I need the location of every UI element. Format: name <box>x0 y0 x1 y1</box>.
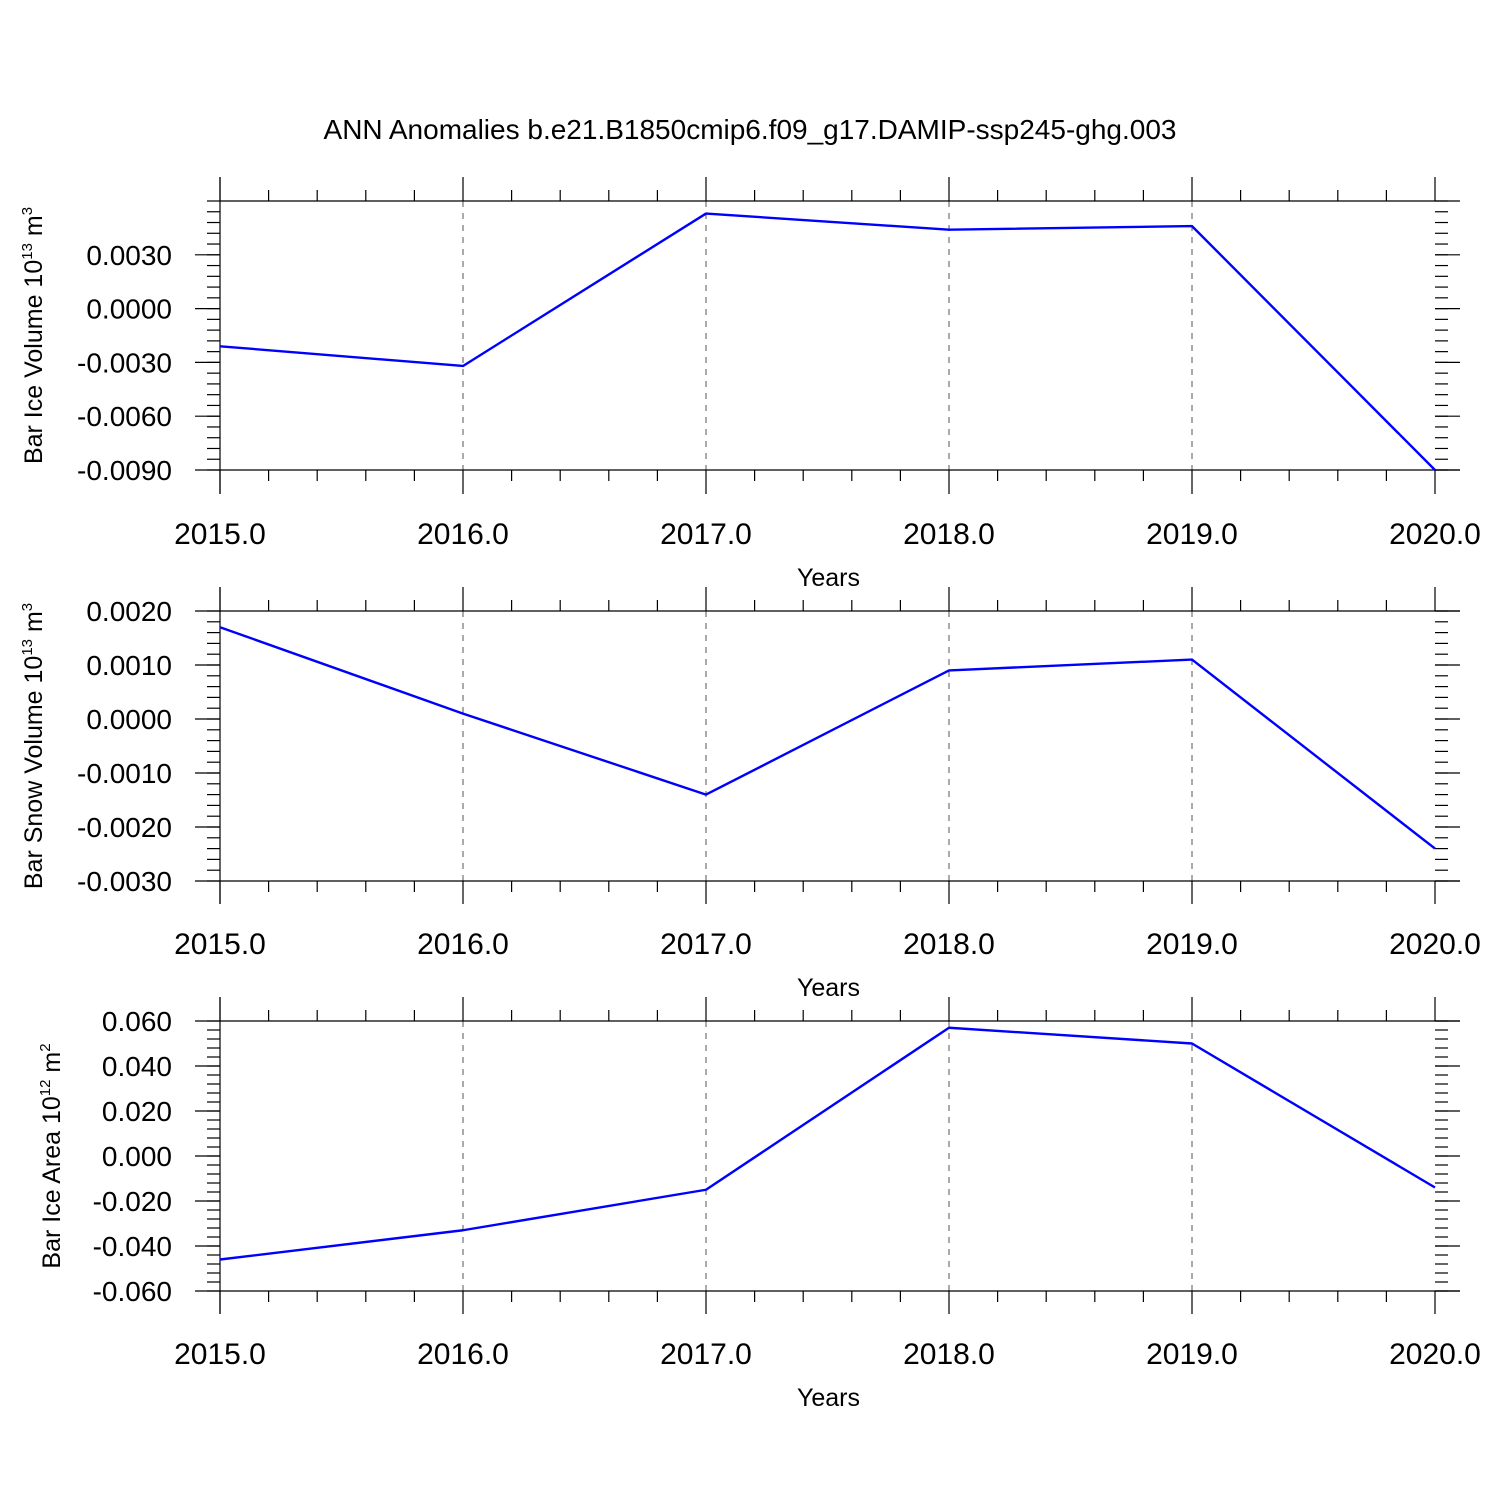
x-tick-label: 2015.0 <box>174 1338 266 1371</box>
x-tick-label: 2019.0 <box>1146 1338 1238 1371</box>
series-line-1 <box>219 212 1436 471</box>
y-tick-label: -0.0030 <box>77 347 172 378</box>
x-tick-label: 2019.0 <box>1146 518 1238 551</box>
y-axis-title-unit-exponent: 3 <box>19 603 36 611</box>
x-tick-label: 2016.0 <box>417 928 509 961</box>
x-tick-label: 2015.0 <box>174 518 266 551</box>
y-tick-label: -0.060 <box>93 1276 172 1307</box>
x-axis-title: Years <box>797 564 860 592</box>
y-axis-title-exponent: 13 <box>19 243 36 260</box>
x-tick-label: 2016.0 <box>417 1338 509 1371</box>
x-tick-label: 2020.0 <box>1389 1338 1481 1371</box>
y-tick-label: 0.0030 <box>86 240 172 271</box>
y-axis-title-unit: m <box>20 611 48 639</box>
y-tick-label: 0.020 <box>102 1096 172 1127</box>
y-axis-title-unit: m <box>20 215 48 243</box>
series-line-1 <box>219 626 1436 850</box>
y-tick-label: -0.0020 <box>77 812 172 843</box>
y-axis-title-text: Bar Snow Volume 10 <box>20 656 48 889</box>
y-tick-label: 0.000 <box>102 1141 172 1172</box>
y-axis-title-unit-exponent: 2 <box>37 1043 54 1051</box>
y-tick-label: -0.0030 <box>77 866 172 897</box>
x-axis-title: Years <box>797 1384 860 1412</box>
y-tick-label: -0.0060 <box>77 401 172 432</box>
x-tick-label: 2017.0 <box>660 928 752 961</box>
y-tick-label: 0.0010 <box>86 650 172 681</box>
y-axis-title-text: Bar Ice Area 10 <box>38 1096 66 1268</box>
y-tick-label: 0.0020 <box>86 596 172 627</box>
y-tick-label: -0.020 <box>93 1186 172 1217</box>
y-axis-title: Bar Ice Volume 1013 m3 <box>19 207 48 464</box>
y-axis-title-exponent: 12 <box>37 1080 54 1097</box>
x-tick-label: 2018.0 <box>903 1338 995 1371</box>
chart-panel-3: 2015.0 2016.0 2017.0 2018.0 2019.0 2020.0 0.06… <box>37 997 1481 1412</box>
chart-panel-2: 2015.0 2016.0 2017.0 2018.0 2019.0 2020.0 0.00… <box>19 587 1481 1002</box>
y-axis-title-text: Bar Ice Volume 10 <box>20 260 48 464</box>
series-line-1 <box>219 1026 1436 1261</box>
y-tick-label: 0.0000 <box>86 294 172 325</box>
y-axis-title-unit: m <box>38 1052 66 1080</box>
y-tick-label: 0.060 <box>102 1006 172 1037</box>
y-tick-label: -0.0010 <box>77 758 172 789</box>
x-tick-label: 2018.0 <box>903 928 995 961</box>
x-tick-label: 2020.0 <box>1389 518 1481 551</box>
x-axis-title: Years <box>797 974 860 1002</box>
x-tick-label: 2020.0 <box>1389 928 1481 961</box>
y-tick-label: -0.040 <box>93 1231 172 1262</box>
y-tick-label: 0.040 <box>102 1051 172 1082</box>
chart-title: ANN Anomalies b.e21.B1850cmip6.f09_g17.D… <box>324 114 1177 145</box>
x-tick-label: 2018.0 <box>903 518 995 551</box>
y-axis-title-unit-exponent: 3 <box>19 207 36 215</box>
chart-panel-1: 2015.0 2016.0 2017.0 2018.0 2019.0 2020.0 0.00… <box>19 177 1481 592</box>
y-tick-label: 0.0000 <box>86 704 172 735</box>
x-tick-label: 2017.0 <box>660 1338 752 1371</box>
panels: 2015.0 2016.0 2017.0 2018.0 2019.0 2020.0 0.00… <box>19 177 1481 1412</box>
y-tick-label: -0.0090 <box>77 455 172 486</box>
y-axis-title: Bar Ice Area 1012 m2 <box>37 1043 66 1268</box>
x-tick-label: 2019.0 <box>1146 928 1238 961</box>
x-tick-label: 2017.0 <box>660 518 752 551</box>
x-tick-label: 2015.0 <box>174 928 266 961</box>
y-axis-title: Bar Snow Volume 1013 m3 <box>19 603 48 889</box>
y-axis-title-exponent: 13 <box>19 639 36 656</box>
x-tick-label: 2016.0 <box>417 518 509 551</box>
